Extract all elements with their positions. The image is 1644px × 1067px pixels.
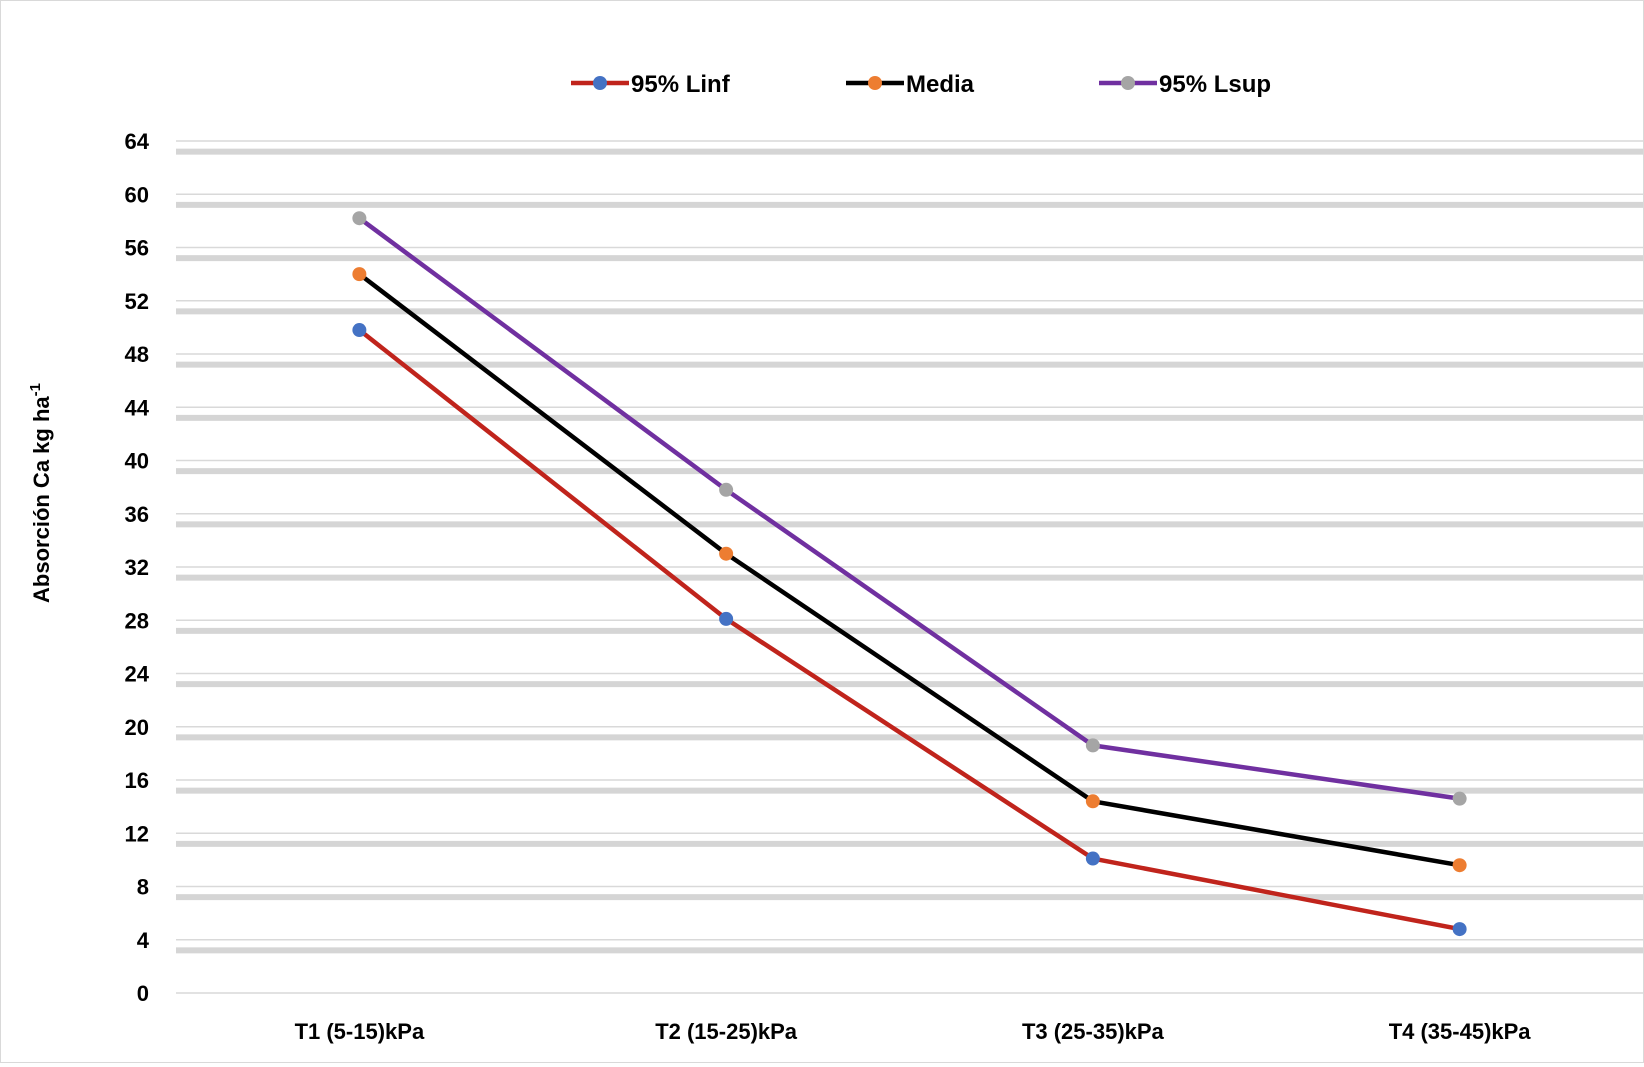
data-point [352,267,367,282]
data-point [352,323,367,338]
series-line [358,272,1461,868]
legend-label: 95% Lsup [1159,71,1271,98]
gridlines [176,140,1643,994]
y-tick-label: 24 [125,662,150,687]
data-point [1085,851,1100,866]
y-tick-label: 60 [125,182,149,207]
y-tick-label: 40 [125,449,149,474]
y-tick-label: 36 [125,502,149,527]
y-tick-label: 64 [125,129,150,154]
series-group [352,211,1467,937]
y-tick-label: 32 [125,555,149,580]
y-tick-label: 12 [125,821,149,846]
y-tick-label: 0 [137,981,149,1006]
y-axis-title-text: Absorción Ca kg ha [29,396,54,603]
y-tick-label: 28 [125,608,149,633]
data-point [352,211,367,226]
data-point [1452,791,1467,806]
y-axis-title-superscript: -1 [27,383,44,396]
y-tick-label: 56 [125,236,149,261]
legend: 95% Linf Media 95% Lsup [571,71,1271,98]
y-axis-title: Absorción Ca kg ha-1 [27,383,54,603]
data-point [719,482,734,497]
legend-label: 95% Linf [631,71,731,98]
data-point [1085,794,1100,809]
x-axis-categories: T1 (5-15)kPa T2 (15-25)kPa T3 (25-35)kPa T4… [295,1019,1532,1044]
data-point [1452,922,1467,937]
y-tick-label: 44 [125,395,150,420]
y-tick-label: 48 [125,342,149,367]
y-tick-label: 4 [137,928,150,953]
series-line [357,328,1461,932]
x-category-label: T1 (5-15)kPa [295,1019,425,1044]
legend-swatch-marker [593,76,607,90]
y-tick-label: 16 [125,768,149,793]
legend-swatch-marker [868,76,882,90]
data-point [1452,858,1467,873]
y-tick-label: 8 [137,875,149,900]
y-tick-label: 52 [125,289,149,314]
x-category-label: T2 (15-25)kPa [655,1019,798,1044]
data-point [1085,738,1100,753]
x-category-label: T3 (25-35)kPa [1022,1019,1165,1044]
legend-label: Media [906,71,975,98]
series-line [358,216,1460,801]
data-point [719,546,734,561]
x-category-label: T4 (35-45)kPa [1389,1019,1532,1044]
data-point [719,611,734,626]
legend-swatch-marker [1121,76,1135,90]
y-tick-label: 20 [125,715,149,740]
